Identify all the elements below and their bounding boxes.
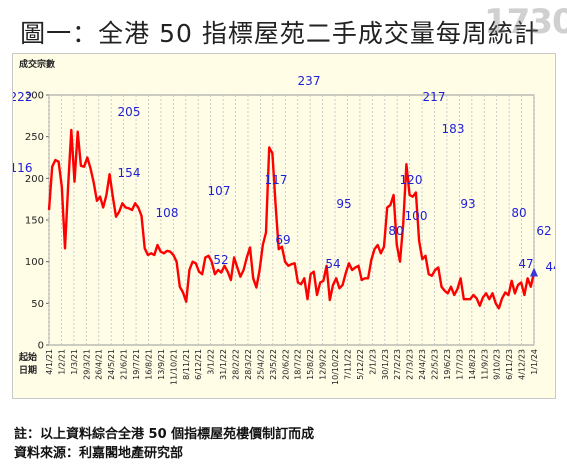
x-tick-label: 24/5/21 (107, 349, 116, 380)
data-label: 47 (518, 257, 533, 271)
x-tick-label: 19/6/23 (443, 349, 452, 380)
x-tick-label: 29/3/21 (82, 349, 91, 380)
y-tick-label: 100 (25, 257, 44, 268)
x-tick-label: 1/3/21 (70, 349, 79, 375)
y-axis-label: 成交宗數 (19, 58, 56, 70)
x-tick-label: 19/7/21 (132, 349, 141, 380)
data-label: 183 (442, 122, 465, 136)
data-label: 116 (13, 161, 32, 175)
x-tick-label: 5/12/22 (356, 349, 365, 380)
x-tick-label: 8/11/21 (182, 349, 191, 380)
x-tick-label: 11/9/23 (480, 349, 489, 380)
data-label: 100 (405, 209, 428, 223)
data-label: 108 (156, 206, 179, 220)
line-chart: 成交宗數 0 50 100 150 200 250 300 4/1/21 1/2/21 1/3/21… (13, 58, 555, 385)
x-tick-label: 4/1/21 (45, 349, 54, 375)
x-tick-label: 11/10/21 (169, 349, 178, 385)
data-label: 80 (388, 224, 403, 238)
x-tick-label: 18/7/22 (294, 349, 303, 380)
x-tick-label: 25/4/22 (256, 349, 265, 380)
x-axis-label: 日期 (19, 364, 37, 376)
y-tick-label: 200 (25, 174, 44, 185)
x-tick-label: 13/9/21 (157, 349, 166, 380)
y-tick-label: 50 (31, 299, 44, 310)
x-tick-label: 14/8/23 (468, 349, 477, 380)
x-tick-label: 28/3/22 (244, 349, 253, 380)
data-label: 93 (460, 197, 475, 211)
x-tick-label: 31/1/22 (219, 349, 228, 380)
x-tick-label: 24/4/23 (418, 349, 427, 380)
source-note: 資料來源：利嘉閣地產研究部 (14, 446, 184, 461)
x-tick-label: 21/6/21 (120, 349, 129, 380)
x-tick-label: 15/8/22 (306, 349, 315, 380)
x-tick-label: 17/7/23 (455, 349, 464, 380)
data-label: 205 (118, 105, 141, 119)
data-label: 222 (13, 90, 32, 104)
data-label: 117 (265, 173, 288, 187)
y-tick-label: 150 (25, 216, 44, 227)
chart-panel: 成交宗數 0 50 100 150 200 250 300 4/1/21 1/2/21 1/3/21… (12, 53, 556, 399)
data-label: 54 (325, 257, 340, 271)
x-tick-label: 4/12/23 (518, 349, 527, 380)
y-tick-label: 0 (38, 341, 44, 352)
series-line (47, 128, 536, 310)
data-label: 62 (536, 224, 551, 238)
data-label: 69 (275, 233, 290, 247)
x-tick-label: 26/4/21 (95, 349, 104, 380)
x-tick-label: 10/10/22 (331, 349, 340, 385)
x-tick-label: 1/1/24 (530, 349, 539, 375)
x-tick-label: 22/5/23 (431, 349, 440, 380)
data-label: 107 (208, 184, 231, 198)
x-tick-label: 7/11/22 (343, 349, 352, 380)
x-tick-label: 16/8/21 (144, 349, 153, 380)
x-axis-label: 起始 (18, 351, 37, 363)
x-tick-label: 6/12/21 (194, 349, 203, 380)
footnote: 註：以上資料綜合全港 50 個指標屋苑樓價制訂而成 (14, 427, 315, 442)
x-tick-label: 28/2/22 (232, 349, 241, 380)
data-label: 44 (545, 260, 555, 274)
data-label: 154 (118, 166, 141, 180)
data-label: 95 (336, 197, 351, 211)
data-label: 237 (298, 74, 321, 88)
x-tick-label: 9/10/23 (493, 349, 502, 380)
x-tick-label: 27/3/23 (406, 349, 415, 380)
plot-area (48, 94, 535, 346)
x-tick-label: 23/5/22 (269, 349, 278, 380)
x-tick-label: 30/1/23 (381, 349, 390, 380)
data-label: 217 (423, 90, 446, 104)
x-tick-label: 20/6/22 (281, 349, 290, 380)
y-tick-label: 300 (25, 91, 44, 102)
series-end-marker (530, 267, 538, 277)
data-label: 120 (400, 173, 423, 187)
x-tick-label: 1/2/21 (57, 349, 66, 375)
x-tick-label: 27/2/23 (393, 349, 402, 380)
x-tick-label: 6/11/23 (505, 349, 514, 380)
x-tick-label: 3/1/22 (207, 349, 216, 375)
x-tick-label: 12/9/22 (319, 349, 328, 380)
data-label: 80 (511, 206, 526, 220)
data-label: 52 (213, 253, 228, 267)
chart-title: 圖一：全港 50 指標屋苑二手成交量每周統計 (20, 19, 540, 48)
y-tick-label: 250 (25, 132, 44, 143)
watermark-logo: 1730 (484, 2, 567, 42)
x-tick-label: 2/1/23 (368, 349, 377, 375)
